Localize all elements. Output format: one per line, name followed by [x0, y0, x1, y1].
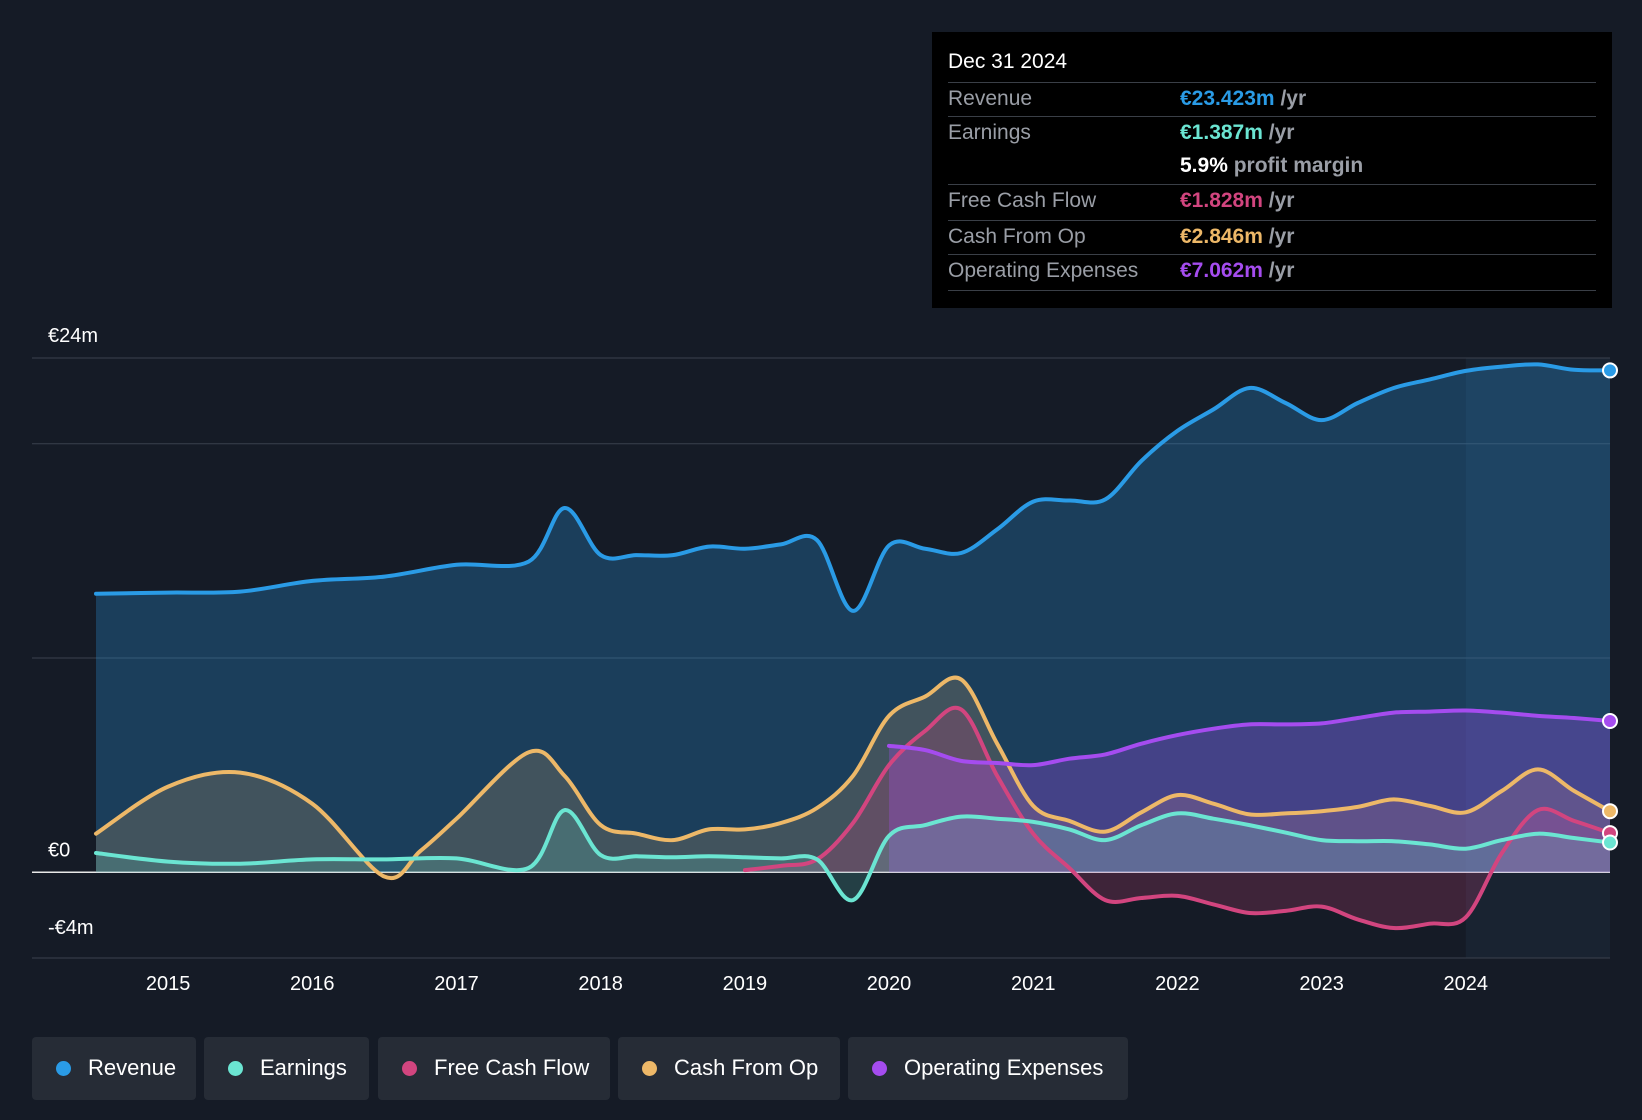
x-tick-label: 2024: [1444, 973, 1489, 995]
series-line-cash-from-op: [94, 675, 1612, 881]
tooltip-unit: /yr: [1268, 121, 1295, 144]
tooltip-row-revenue: Revenue €23.423m /yr: [948, 82, 1596, 117]
x-tick-label: 2016: [290, 973, 335, 995]
legend-label: Free Cash Flow: [434, 1055, 590, 1080]
x-tick-label: 2017: [434, 973, 479, 995]
end-marker-earnings: [1602, 834, 1618, 851]
legend-dot-icon: [642, 1061, 657, 1076]
legend-dot-icon: [56, 1061, 71, 1076]
tooltip-date: Dec 31 2024: [948, 50, 1068, 73]
series-line-free-cash-flow: [742, 705, 1612, 931]
area-earnings: [96, 810, 1610, 901]
tooltip-value: €23.423m: [1180, 87, 1275, 110]
series-line-revenue: [94, 362, 1612, 613]
legend-dot-icon: [228, 1061, 243, 1076]
legend-item-earnings[interactable]: Earnings: [204, 1037, 369, 1100]
y-tick-label: €0: [48, 839, 70, 861]
end-marker-operating-expenses: [1602, 713, 1618, 729]
legend-label: Operating Expenses: [904, 1055, 1104, 1080]
legend-label: Earnings: [260, 1055, 347, 1080]
y-tick-label: -€4m: [48, 917, 94, 939]
x-tick-label: 2021: [1011, 973, 1056, 995]
tooltip-label: Free Cash Flow: [948, 189, 1097, 212]
tooltip-row-cash-from-op: Cash From Op €2.846m /yr: [948, 220, 1596, 255]
tooltip: Dec 31 2024 Revenue €23.423m /yr Earning…: [932, 32, 1612, 308]
tooltip-row-free-cash-flow: Free Cash Flow €1.828m /yr: [948, 184, 1596, 219]
legend-item-revenue[interactable]: Revenue: [32, 1037, 196, 1100]
legend-item-operating-expenses[interactable]: Operating Expenses: [848, 1037, 1128, 1100]
tooltip-value: €2.846m: [1180, 225, 1263, 248]
tooltip-value: €1.387m: [1180, 121, 1263, 144]
tooltip-value: €7.062m: [1180, 259, 1263, 282]
tooltip-label: Cash From Op: [948, 225, 1086, 248]
tooltip-unit: /yr: [1268, 259, 1295, 282]
tooltip-label: Revenue: [948, 87, 1033, 110]
tooltip-value: €1.828m: [1180, 189, 1263, 212]
legend-dot-icon: [872, 1061, 887, 1076]
end-marker-revenue: [1602, 362, 1618, 379]
area-operating-expenses: [889, 710, 1610, 873]
x-tick-label: 2018: [578, 973, 623, 995]
profit-margin-label: profit margin: [1233, 154, 1364, 177]
tooltip-row-operating-expenses: Operating Expenses €7.062m /yr: [948, 254, 1596, 289]
x-tick-label: 2022: [1155, 973, 1200, 995]
legend-item-free-cash-flow[interactable]: Free Cash Flow: [378, 1037, 610, 1100]
tooltip-unit: /yr: [1280, 87, 1307, 110]
x-tick-label: 2023: [1299, 973, 1344, 995]
end-marker-cash-from-op: [1602, 803, 1618, 820]
legend-dot-icon: [402, 1061, 417, 1076]
x-tick-label: 2019: [723, 973, 768, 995]
legend-label: Revenue: [88, 1055, 177, 1080]
series-line-earnings: [94, 808, 1612, 903]
legend-label: Cash From Op: [674, 1055, 819, 1080]
legend-item-cash-from-op[interactable]: Cash From Op: [618, 1037, 840, 1100]
tooltip-label: Operating Expenses: [948, 259, 1139, 282]
tooltip-row-profit-margin: 5.9% profit margin: [948, 150, 1596, 184]
tooltip-unit: /yr: [1268, 189, 1295, 212]
x-tick-label: 2015: [146, 973, 191, 995]
area-revenue: [96, 364, 1610, 873]
tooltip-row-earnings: Earnings €1.387m /yr: [948, 116, 1596, 151]
profit-margin-value: 5.9%: [1180, 154, 1228, 177]
series-line-operating-expenses: [887, 708, 1612, 768]
tooltip-divider: [948, 290, 1596, 291]
tooltip-unit: /yr: [1268, 225, 1295, 248]
tooltip-label: Earnings: [948, 121, 1031, 144]
x-tick-label: 2020: [867, 973, 912, 995]
y-tick-label: €24m: [48, 325, 98, 347]
